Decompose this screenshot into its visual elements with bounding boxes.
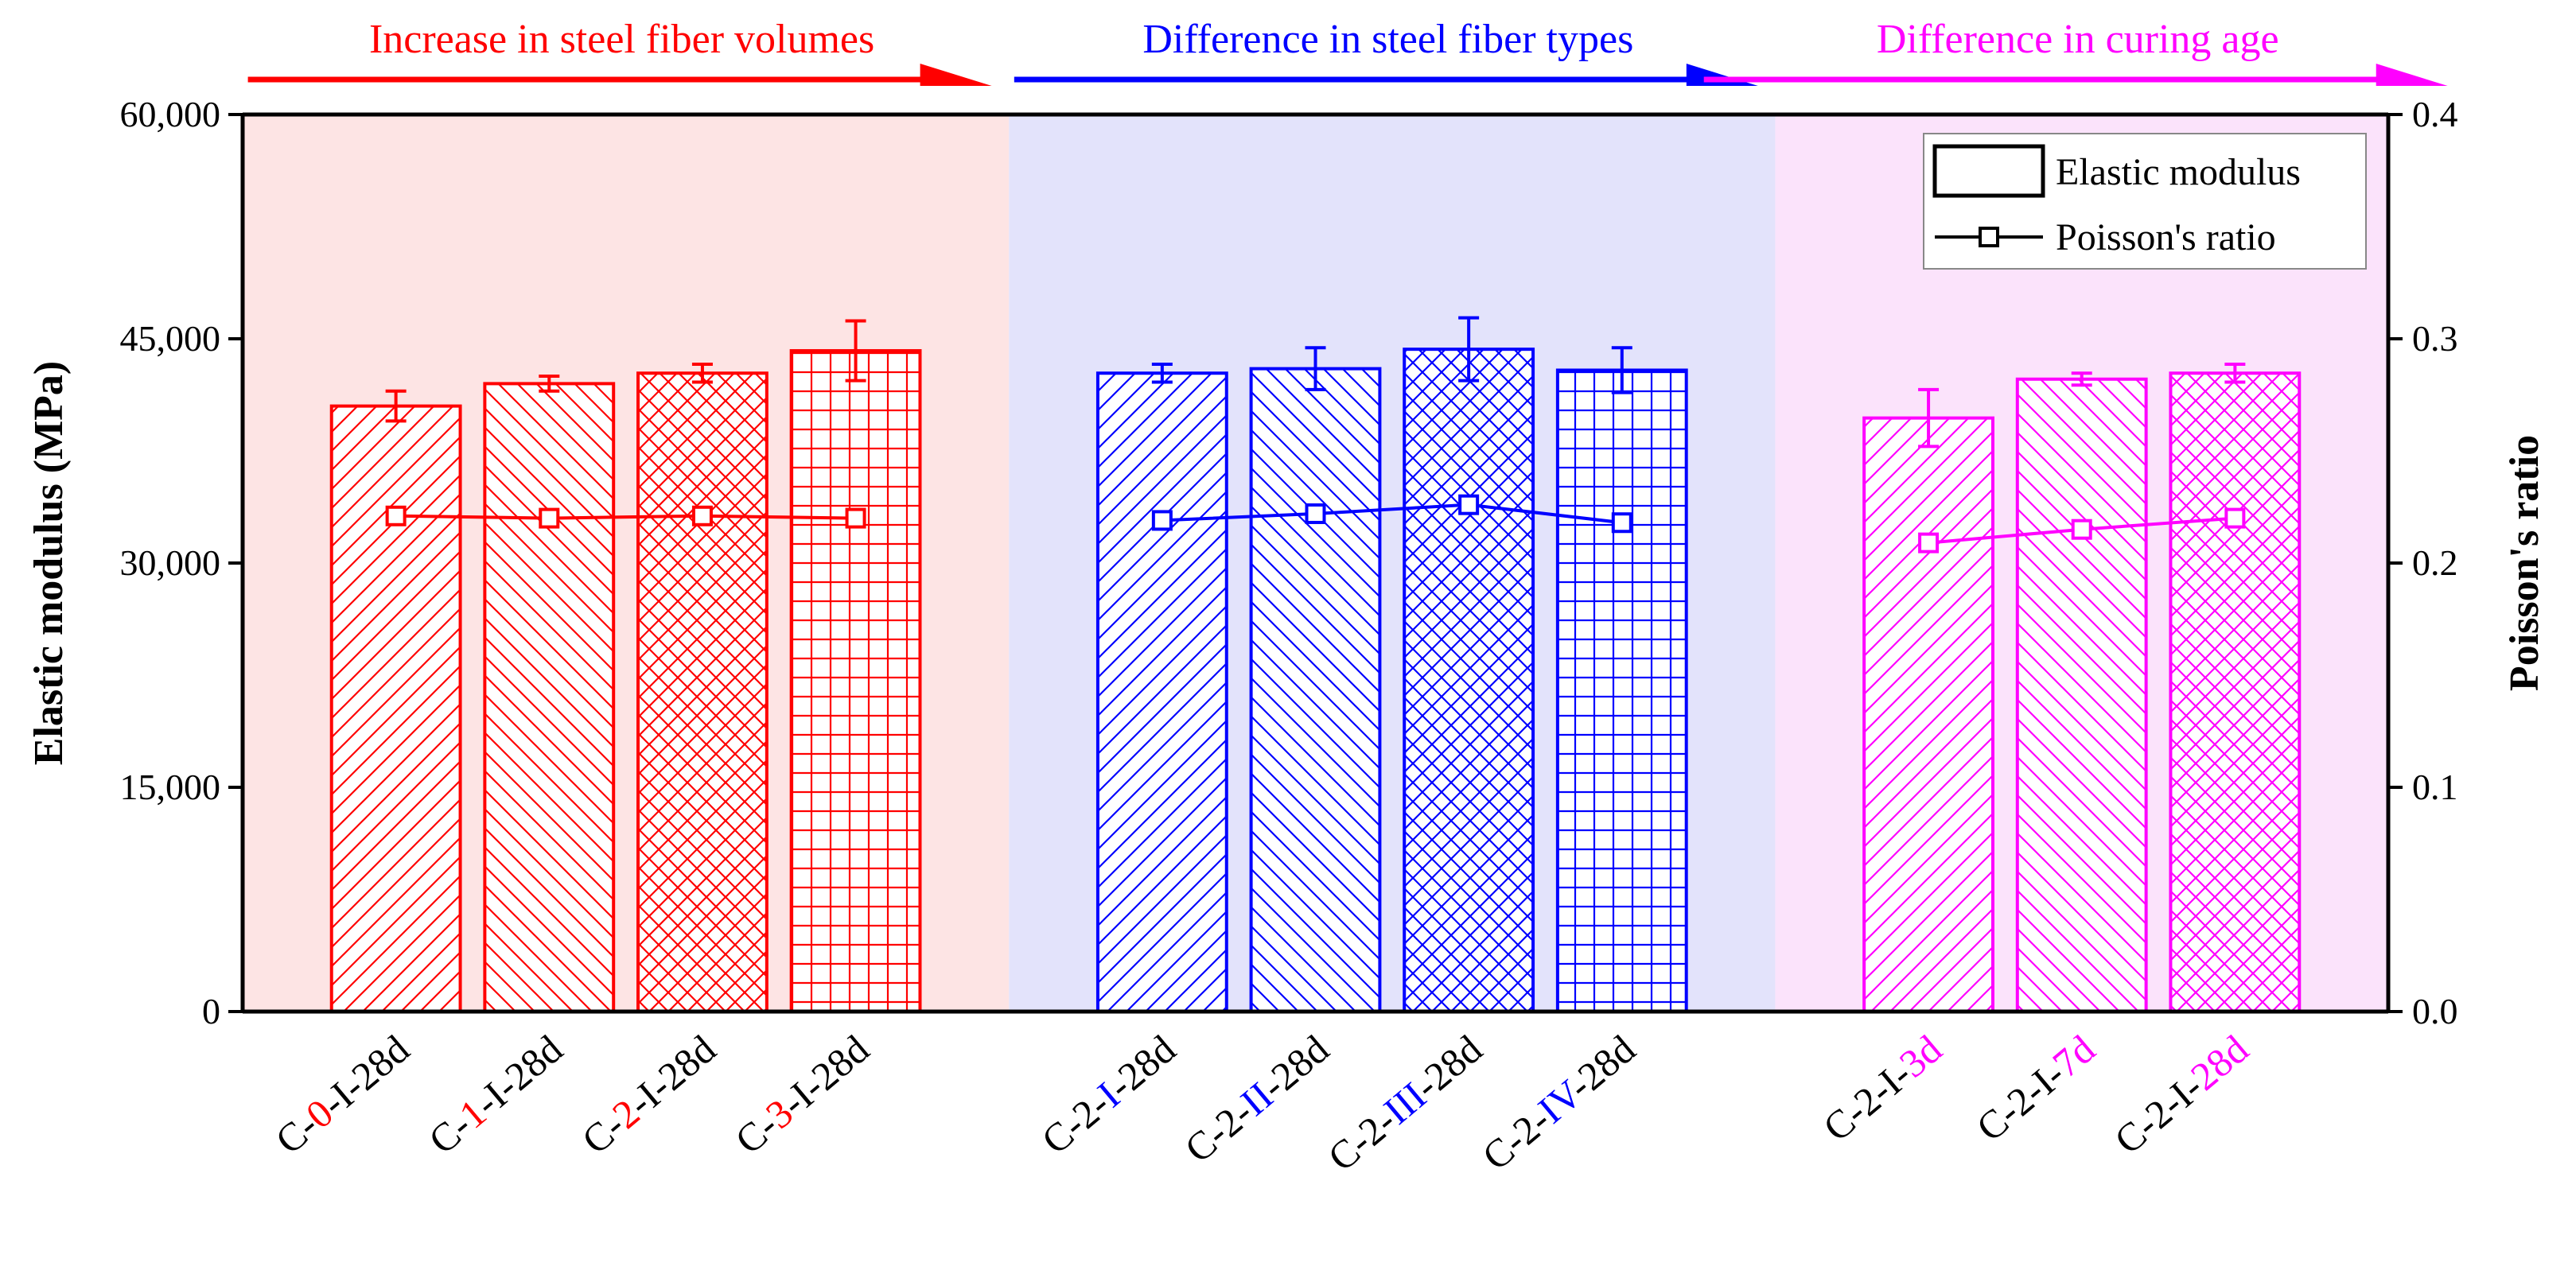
- bar: [789, 349, 922, 1014]
- bar: [483, 382, 616, 1013]
- bar: [1555, 368, 1688, 1014]
- category-label: C-2-IV-28d: [1474, 1027, 1644, 1179]
- bar: [1862, 416, 1994, 1013]
- group-title: Difference in steel fiber types: [1142, 17, 1633, 62]
- bar: [1403, 348, 1535, 1014]
- bar: [636, 371, 769, 1013]
- bar: [329, 404, 462, 1014]
- legend: Elastic modulus Poisson's ratio: [1923, 133, 2367, 270]
- poisson-point: [2071, 519, 2092, 540]
- category-label: C-2-I-28d: [2106, 1027, 2256, 1163]
- y2-tick-label: 0.4: [2412, 94, 2458, 134]
- axes: 0 15,000 30,000 45,000 60,000 0.0 0.1 0.2 0.3 0.4…: [26, 94, 2547, 1031]
- legend-line-label: Poisson's ratio: [2056, 216, 2276, 258]
- legend-bar-label: Elastic modulus: [2056, 151, 2301, 193]
- category-label: C-2-III-28d: [1320, 1027, 1491, 1180]
- poisson-point: [1611, 512, 1632, 534]
- category-label: C-2-I-7d: [1968, 1027, 2103, 1150]
- bar: [2169, 371, 2302, 1013]
- group-title: Increase in steel fiber volumes: [369, 17, 874, 62]
- group-arrow-head: [2376, 64, 2448, 86]
- poisson-point: [1305, 503, 1326, 524]
- poisson-point: [2224, 507, 2246, 529]
- category-label: C-1-I-28d: [420, 1027, 570, 1163]
- category-label: C-2-I-28d: [574, 1027, 724, 1163]
- y2-tick-label: 0.3: [2412, 318, 2458, 359]
- y-tick-label: 60,000: [120, 94, 221, 134]
- group-headers: Increase in steel fiber volumes Differenc…: [247, 17, 2448, 86]
- y-axis-title: Elastic modulus (MPa): [26, 361, 72, 765]
- y2-axis-title: Poisson's ratio: [2502, 435, 2547, 691]
- group-title: Difference in curing age: [1877, 17, 2279, 62]
- poisson-line: [1162, 503, 1623, 525]
- bar: [1095, 371, 1228, 1013]
- poisson-line: [395, 514, 856, 520]
- poisson-lines: [385, 494, 2246, 553]
- y-tick-label: 15,000: [120, 767, 221, 807]
- y-tick-label: 30,000: [120, 542, 221, 583]
- legend-bar-swatch: [1932, 144, 2045, 198]
- poisson-point: [1458, 494, 1480, 515]
- y2-tick-label: 0.0: [2412, 991, 2458, 1031]
- poisson-point: [1918, 532, 1940, 553]
- bar: [2015, 377, 2148, 1013]
- category-label: C-2-I-3d: [1815, 1027, 1950, 1150]
- category-label: C-3-I-28d: [726, 1027, 877, 1163]
- category-label: C-2-I-28d: [1033, 1027, 1184, 1163]
- y2-tick-label: 0.1: [2412, 767, 2458, 807]
- poisson-point: [845, 507, 866, 529]
- group-arrow-head: [1686, 64, 1758, 86]
- group-arrow-head: [920, 64, 992, 86]
- poisson-point: [1151, 510, 1173, 531]
- category-label: C-0-I-28d: [267, 1027, 418, 1163]
- bars: [329, 316, 2302, 1014]
- poisson-point: [691, 505, 713, 526]
- y2-tick-label: 0.2: [2412, 542, 2458, 583]
- y-tick-label: 45,000: [120, 318, 221, 359]
- category-label: C-2-II-28d: [1177, 1027, 1337, 1171]
- legend-marker: [1979, 227, 1999, 247]
- y-tick-label: 0: [202, 991, 220, 1031]
- bar: [1249, 367, 1382, 1014]
- poisson-point: [539, 507, 560, 529]
- poisson-point: [385, 505, 407, 526]
